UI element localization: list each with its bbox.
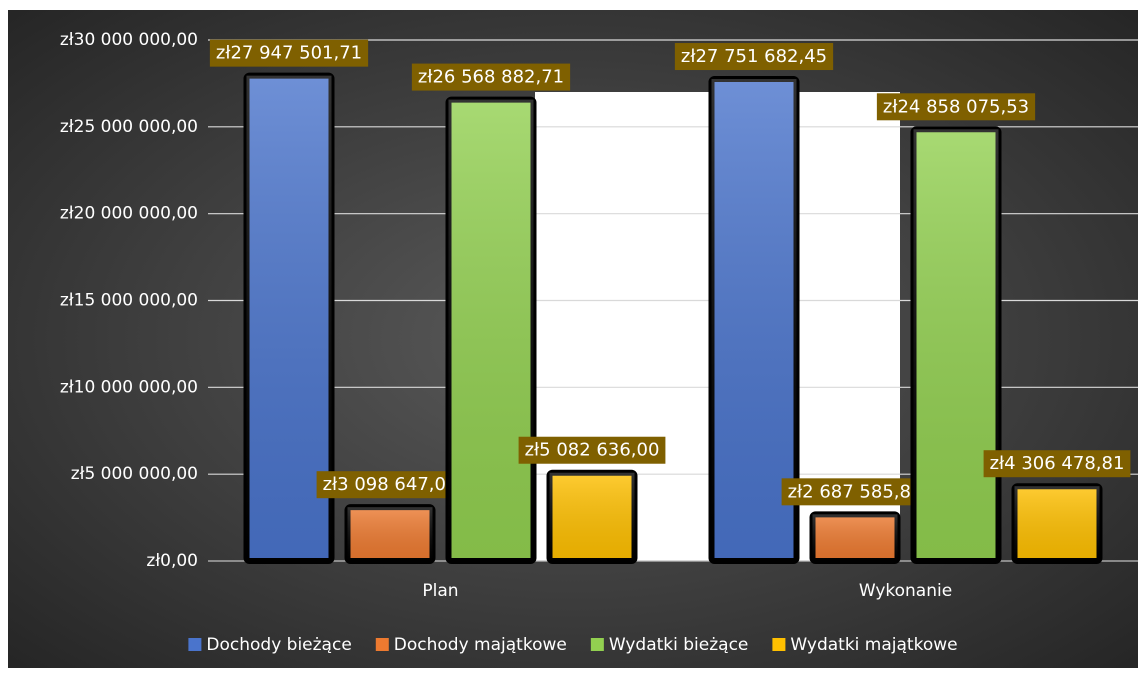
y-tick-label: zł20 000 000,00 <box>60 204 198 224</box>
y-tick-label: zł10 000 000,00 <box>60 377 198 397</box>
data-label: zł2 687 585,88 <box>788 481 923 502</box>
legend-label: Dochody majątkowe <box>394 635 567 655</box>
bar-shade <box>812 514 898 561</box>
y-tick-label: zł25 000 000,00 <box>60 117 198 137</box>
bar-shade <box>549 472 635 561</box>
legend-label: Wydatki bieżące <box>609 635 749 655</box>
data-label: zł27 947 501,71 <box>216 43 362 64</box>
data-label-box <box>209 39 369 67</box>
bar-shade <box>347 507 433 561</box>
x-tick-label: Wykonanie <box>859 581 952 601</box>
x-tick-label: Plan <box>422 581 458 601</box>
data-label-box <box>876 93 1036 121</box>
bar-shade <box>448 99 534 561</box>
y-tick-label: zł15 000 000,00 <box>60 291 198 311</box>
legend-swatch <box>590 638 604 651</box>
y-tick-label: zł5 000 000,00 <box>71 464 198 484</box>
data-label: zł27 751 682,45 <box>681 46 827 67</box>
data-label: zł24 858 075,53 <box>883 96 1029 117</box>
data-label-box <box>411 63 571 91</box>
data-label: zł4 306 478,81 <box>990 453 1125 474</box>
y-tick-label: zł0,00 <box>146 551 198 571</box>
data-label-box <box>674 43 834 71</box>
legend-swatch <box>375 638 389 651</box>
bar-shade <box>913 129 999 561</box>
legend-label: Dochody bieżące <box>206 635 351 655</box>
bar-shade <box>1014 486 1100 561</box>
y-tick-label: zł30 000 000,00 <box>60 30 198 50</box>
legend-label: Wydatki majątkowe <box>790 635 957 655</box>
data-label: zł5 082 636,00 <box>525 440 660 461</box>
legend-swatch <box>772 638 786 651</box>
legend-swatch <box>188 638 202 651</box>
data-label: zł26 568 882,71 <box>418 67 564 88</box>
data-label: zł3 098 647,00 <box>323 474 458 495</box>
data-label-box <box>983 450 1131 478</box>
data-label-box <box>316 471 464 499</box>
data-label-box <box>781 478 929 506</box>
data-label-box <box>518 436 666 464</box>
